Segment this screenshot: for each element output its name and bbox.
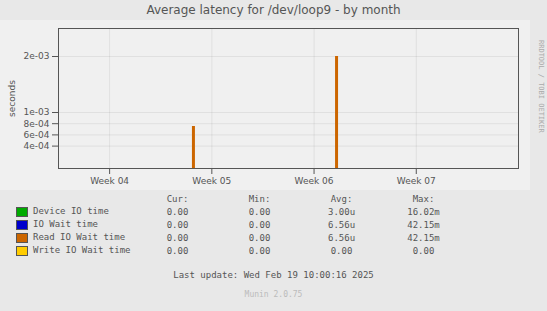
svg-text:Week 04: Week 04	[90, 176, 129, 186]
html-text:42.15m: 42.15m	[407, 219, 440, 230]
html-text:RRDTOOL / TOBI OETIKER: RRDTOOL / TOBI OETIKER	[537, 40, 545, 133]
html-text:Last update: Wed Feb 19 10:00:: Last update: Wed Feb 19 10:00:16 2025	[173, 270, 374, 280]
html-text:Cur:: Cur:	[166, 193, 189, 204]
html-text:42.15m: 42.15m	[407, 232, 440, 243]
svg-text:Week 06: Week 06	[295, 176, 334, 186]
svg-text:6e-04: 6e-04	[24, 130, 50, 140]
html-text:0.00: 0.00	[166, 219, 189, 230]
svg-text:2e-03: 2e-03	[24, 51, 50, 61]
svg-text:seconds: seconds	[7, 80, 17, 117]
html-text:IO Wait time: IO Wait time	[33, 219, 98, 230]
html-text:Munin 2.0.75: Munin 2.0.75	[244, 290, 303, 299]
html-text:3.00u: 3.00u	[328, 206, 356, 217]
html-text:Average latency for /dev/loop9: Average latency for /dev/loop9 - by mont…	[146, 3, 401, 17]
html-text:Write IO Wait time: Write IO Wait time	[33, 245, 131, 256]
html-text:0.00: 0.00	[248, 232, 271, 243]
html-text:0.00: 0.00	[330, 245, 353, 256]
html-text:6.56u: 6.56u	[328, 232, 356, 243]
html-text:Avg:: Avg:	[330, 193, 353, 204]
html-text:0.00: 0.00	[166, 206, 189, 217]
html-text:0.00: 0.00	[166, 245, 189, 256]
html-text:Device IO time: Device IO time	[33, 206, 109, 217]
html-text:0.00: 0.00	[248, 245, 271, 256]
html-text:0.00: 0.00	[248, 206, 271, 217]
html-text:16.02m: 16.02m	[407, 206, 440, 217]
html-text:0.00: 0.00	[412, 245, 435, 256]
html-text:Min:: Min:	[248, 193, 271, 204]
html-text:0.00: 0.00	[166, 232, 189, 243]
svg-text:Week 07: Week 07	[397, 176, 436, 186]
html-text:Max:: Max:	[412, 193, 435, 204]
html-text:0.00: 0.00	[248, 219, 271, 230]
svg-text:1e-03: 1e-03	[24, 107, 50, 117]
html-text:6.56u: 6.56u	[328, 219, 356, 230]
svg-text:8e-04: 8e-04	[24, 119, 50, 129]
svg-text:Week 05: Week 05	[192, 176, 231, 186]
html-text:Read IO Wait time: Read IO Wait time	[33, 232, 126, 243]
svg-text:4e-04: 4e-04	[24, 141, 50, 151]
